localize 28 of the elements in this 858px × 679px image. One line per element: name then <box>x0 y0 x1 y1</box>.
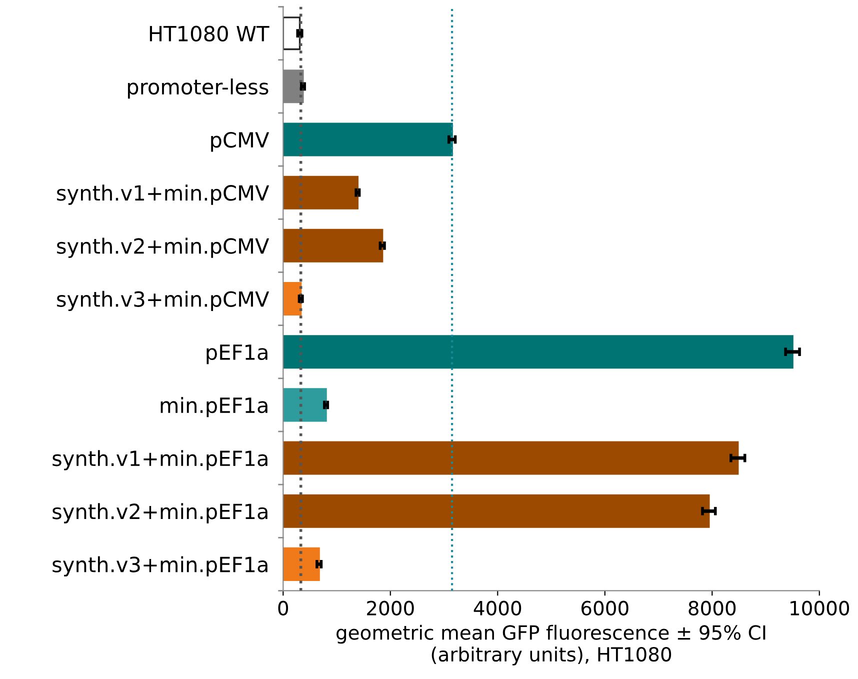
y-tick-label: synth.v2+min.pEF1a <box>52 503 268 524</box>
bar <box>283 176 359 210</box>
x-tick-label: 0 <box>278 600 288 616</box>
y-tick-label: min.pEF1a <box>160 397 268 418</box>
x-tick-label: 8000 <box>688 600 736 616</box>
y-tick-label: synth.v3+min.pCMV <box>57 290 270 312</box>
y-tick-label: HT1080 WT <box>150 26 270 42</box>
bar <box>283 494 710 528</box>
y-tick-label: pCMV <box>211 132 270 152</box>
bar <box>283 122 453 156</box>
y-tick-label: synth.v1+min.pEF1a <box>52 450 268 470</box>
y-tick-label: synth.v3+min.pEF1a <box>52 556 268 576</box>
bar <box>283 335 794 369</box>
y-tick-label: synth.v1+min.pCMV <box>57 184 270 205</box>
bar <box>283 441 739 475</box>
y-tick-label: promoter-less <box>128 78 268 99</box>
bar <box>283 16 301 50</box>
x-axis-title: geometric mean GFP fluorescence ± 95% CI (arbitrary units), HT1080 <box>336 624 766 666</box>
bar <box>283 547 320 581</box>
x-tick-label: 10000 <box>790 600 850 616</box>
bar <box>283 388 327 422</box>
x-tick-label: 6000 <box>582 600 628 616</box>
bar <box>283 282 302 316</box>
y-tick-label: synth.v2+min.pCMV <box>57 238 270 258</box>
x-tick-label: 4000 <box>474 600 522 616</box>
y-tick-label: pEF1a <box>206 344 268 364</box>
x-tick-label: 2000 <box>367 600 414 616</box>
bar <box>283 228 384 262</box>
